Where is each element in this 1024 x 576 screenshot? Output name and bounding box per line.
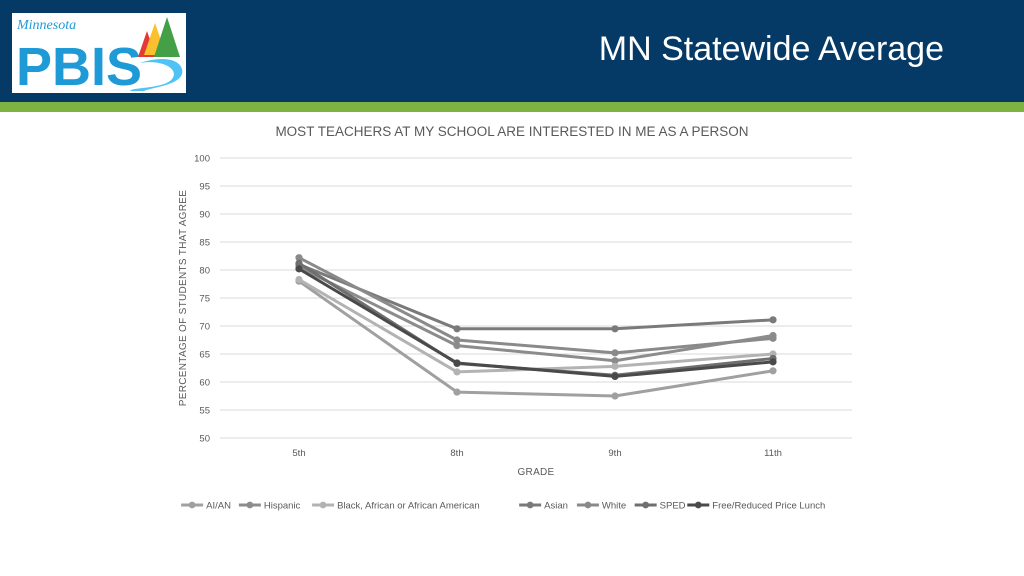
x-axis-label: GRADE — [517, 467, 554, 478]
pbis-logo: Minnesota PBIS — [12, 13, 186, 93]
y-tick-label: 85 — [199, 238, 210, 249]
x-tick-label: 11th — [764, 448, 782, 459]
legend-marker — [642, 501, 650, 509]
legend-marker — [246, 501, 254, 509]
legend-marker — [694, 501, 702, 509]
data-point — [769, 358, 777, 366]
series-lines — [295, 254, 777, 400]
legend-label: White — [602, 501, 626, 512]
data-point — [769, 316, 777, 324]
y-tick-label: 95 — [199, 182, 210, 193]
y-tick-labels: 50 55 60 65 70 75 80 85 90 95 100 — [194, 154, 210, 445]
line-chart: MOST TEACHERS AT MY SCHOOL ARE INTERESTE… — [178, 124, 852, 512]
legend-label: Asian — [544, 501, 568, 512]
legend-item: SPED — [634, 501, 686, 512]
series-line — [298, 279, 774, 398]
series-line — [298, 265, 774, 363]
legend-label: SPED — [660, 501, 686, 512]
series-group — [295, 254, 777, 357]
data-point — [769, 334, 777, 342]
data-point — [453, 359, 461, 367]
y-tick-label: 80 — [199, 266, 210, 277]
data-point — [611, 372, 619, 380]
accent-bar — [0, 102, 1024, 112]
legend-item: White — [576, 501, 626, 512]
series-line — [298, 267, 774, 378]
page-title: MN Statewide Average — [598, 30, 944, 68]
legend: AI/AN Hispanic Black, African or African A… — [181, 501, 825, 512]
y-tick-label: 100 — [194, 154, 210, 165]
y-axis-label: PERCENTAGE OF STUDENTS THAT AGREE — [178, 190, 189, 406]
legend-marker — [319, 501, 327, 509]
y-tick-label: 65 — [199, 350, 210, 361]
legend-label: AI/AN — [206, 501, 231, 512]
series-line — [298, 256, 774, 355]
logo-word: PBIS — [16, 37, 142, 93]
x-tick-label: 5th — [292, 448, 305, 459]
series-group — [295, 263, 777, 365]
y-tick-label: 70 — [199, 322, 210, 333]
data-point — [295, 275, 303, 284]
data-point — [769, 367, 777, 375]
x-tick-label: 8th — [450, 448, 463, 459]
legend-label: Free/Reduced Price Lunch — [712, 501, 825, 512]
x-tick-labels: 5th 8th 9th 11th — [292, 448, 782, 459]
series-group — [295, 260, 777, 333]
data-point — [611, 392, 619, 400]
data-point — [453, 342, 461, 350]
data-point — [611, 325, 619, 333]
data-point — [453, 388, 461, 396]
chart-title: MOST TEACHERS AT MY SCHOOL ARE INTERESTE… — [275, 124, 748, 139]
legend-item: Asian — [519, 501, 568, 512]
data-point — [295, 259, 303, 267]
legend-label: Hispanic — [264, 501, 301, 512]
series-group — [295, 265, 777, 380]
legend-marker — [584, 501, 592, 509]
data-point — [453, 325, 461, 333]
data-point — [295, 254, 303, 262]
legend-label: Black, African or African American — [337, 501, 480, 512]
legend-marker — [188, 501, 196, 509]
series-line — [298, 263, 774, 331]
data-point — [611, 362, 619, 370]
y-tick-label: 60 — [199, 378, 210, 389]
y-tick-label: 50 — [199, 434, 210, 445]
data-point — [453, 336, 461, 344]
gridlines — [220, 157, 852, 439]
data-point — [611, 349, 619, 357]
legend-item: Black, African or African American — [312, 501, 480, 512]
y-tick-label: 90 — [199, 210, 210, 221]
y-tick-label: 55 — [199, 406, 210, 417]
river-icon — [130, 59, 183, 91]
data-point — [611, 357, 619, 365]
tree-icon — [154, 17, 180, 57]
series-group — [295, 277, 777, 400]
x-tick-label: 9th — [608, 448, 621, 459]
legend-item: Hispanic — [238, 501, 301, 512]
logo-script: Minnesota — [16, 18, 76, 33]
data-point — [453, 368, 461, 376]
y-tick-label: 75 — [199, 294, 210, 305]
legend-item: Free/Reduced Price Lunch — [687, 501, 825, 512]
legend-item: AI/AN — [181, 501, 231, 512]
legend-marker — [526, 501, 534, 509]
data-point — [295, 265, 303, 273]
